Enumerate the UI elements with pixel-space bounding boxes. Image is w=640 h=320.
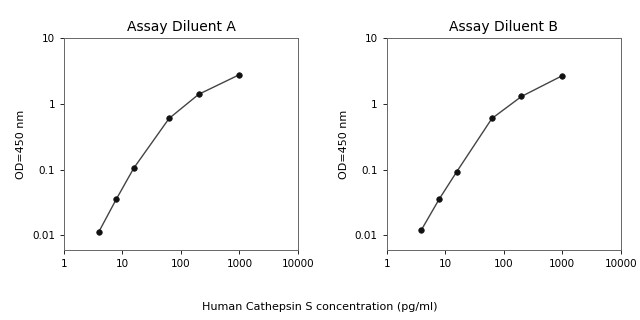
Text: Human Cathepsin S concentration (pg/ml): Human Cathepsin S concentration (pg/ml) [202,302,438,312]
Title: Assay Diluent B: Assay Diluent B [449,20,558,35]
Y-axis label: OD=450 nm: OD=450 nm [17,109,26,179]
Y-axis label: OD=450 nm: OD=450 nm [339,109,349,179]
Title: Assay Diluent A: Assay Diluent A [127,20,236,35]
